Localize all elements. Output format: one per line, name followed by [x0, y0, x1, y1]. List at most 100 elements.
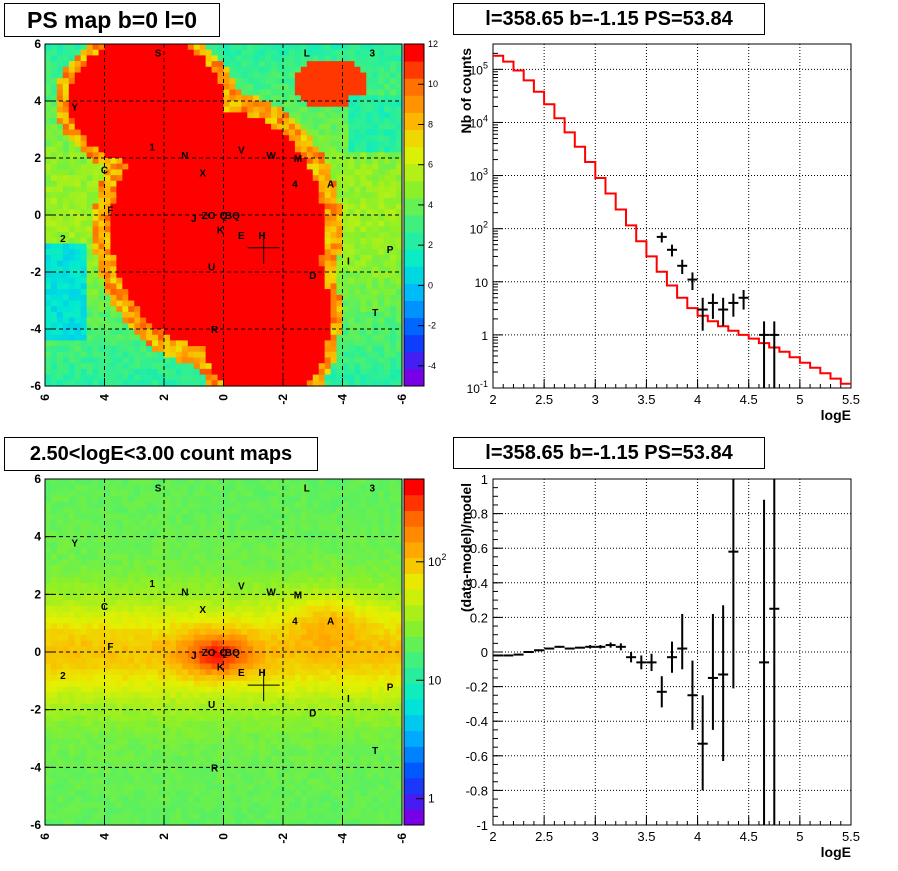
heatmap-cell: [378, 146, 385, 153]
heatmap-cell: [193, 306, 201, 313]
heatmap-cell: [187, 203, 195, 210]
heatmap-cell: [62, 55, 70, 62]
heatmap-cell: [86, 675, 94, 682]
heatmap-cell: [68, 582, 76, 590]
heatmap-cell: [324, 317, 332, 324]
heatmap-cell: [384, 78, 391, 85]
heatmap-cell: [175, 600, 183, 607]
heatmap-cell: [92, 813, 100, 820]
heatmap-cell: [348, 66, 355, 74]
heatmap-cell: [288, 44, 296, 51]
heatmap-cell: [164, 496, 171, 503]
heatmap-cell: [324, 311, 332, 319]
heatmap-cell: [104, 186, 112, 193]
heatmap-cell: [164, 548, 171, 555]
heatmap-cell: [146, 243, 153, 250]
heatmap-cell: [342, 89, 350, 96]
heatmap-cell: [169, 484, 177, 492]
heatmap-cell: [122, 767, 129, 774]
heatmap-cell: [223, 368, 231, 376]
heatmap-cell: [211, 118, 219, 125]
heatmap-cell: [396, 44, 403, 51]
heatmap-cell: [68, 89, 76, 96]
heatmap-cell: [217, 72, 225, 79]
heatmap-cell: [158, 767, 165, 774]
heatmap-cell: [396, 180, 403, 188]
heatmap-cell: [312, 186, 320, 193]
heatmap-cell: [50, 123, 58, 131]
heatmap-cell: [354, 374, 361, 381]
heatmap-cell: [348, 106, 355, 113]
heatmap-cell: [193, 197, 201, 205]
heatmap-cell: [312, 146, 320, 153]
heatmap-cell: [158, 652, 165, 659]
heatmap-cell: [56, 784, 64, 791]
heatmap-cell: [205, 323, 213, 330]
heatmap-cell: [68, 44, 76, 51]
heatmap-cell: [158, 192, 165, 199]
heatmap-cell: [223, 192, 231, 199]
heatmap-cell: [45, 209, 52, 216]
heatmap-cell: [110, 180, 117, 188]
heatmap-cell: [300, 112, 308, 119]
y-tick-label: 4: [34, 94, 41, 108]
heatmap-cell: [128, 698, 135, 705]
heatmap-cell: [86, 784, 94, 791]
heatmap-cell: [98, 617, 106, 624]
heatmap-cell: [312, 112, 320, 119]
heatmap-cell: [372, 55, 379, 62]
heatmap-cell: [354, 215, 361, 222]
heatmap-cell: [110, 129, 117, 136]
heatmap-cell: [324, 266, 332, 273]
heatmap-cell: [140, 698, 147, 705]
heatmap-cell: [366, 317, 373, 324]
heatmap-cell: [50, 553, 58, 561]
heatmap-cell: [169, 732, 177, 740]
heatmap-cell: [68, 726, 76, 734]
heatmap-cell: [247, 357, 254, 364]
heatmap-cell: [62, 542, 70, 549]
heatmap-cell: [68, 254, 76, 262]
heatmap-cell: [116, 559, 123, 567]
heatmap-cell: [164, 340, 171, 347]
heatmap-cell: [45, 277, 52, 284]
heatmap-cell: [360, 351, 367, 359]
heatmap-cell: [241, 277, 248, 284]
heatmap-cell: [56, 351, 64, 359]
heatmap-cell: [348, 175, 355, 182]
heatmap-cell: [312, 118, 320, 125]
heatmap-cell: [390, 294, 397, 302]
heatmap-cell: [175, 565, 183, 572]
heatmap-cell: [80, 600, 88, 607]
heatmap-cell: [259, 106, 266, 113]
heatmap-cell: [366, 89, 373, 96]
heatmap-cell: [128, 192, 135, 199]
heatmap-cell: [211, 135, 219, 142]
heatmap-cell: [164, 357, 171, 364]
heatmap-cell: [74, 44, 82, 51]
heatmap-cell: [86, 525, 94, 532]
heatmap-cell: [169, 277, 177, 284]
heatmap-cell: [384, 101, 391, 108]
heatmap-cell: [152, 536, 159, 544]
heatmap-cell: [146, 95, 153, 102]
heatmap-cell: [223, 95, 231, 102]
heatmap-cell: [98, 513, 106, 520]
heatmap-cell: [294, 175, 302, 182]
heatmap-cell: [229, 123, 236, 131]
heatmap-cell: [62, 628, 70, 636]
heatmap-cell: [86, 163, 94, 170]
heatmap-cell: [354, 55, 361, 62]
heatmap-cell: [104, 175, 112, 182]
heatmap-cell: [122, 66, 129, 74]
heatmap-cell: [181, 226, 189, 233]
heatmap-cell: [86, 657, 94, 665]
heatmap-cell: [336, 140, 344, 148]
heatmap-cell: [98, 140, 106, 148]
heatmap-cell: [128, 357, 135, 364]
heatmap-cell: [336, 129, 344, 136]
heatmap-cell: [146, 577, 153, 584]
heatmap-cell: [342, 329, 350, 336]
heatmap-cell: [229, 237, 236, 245]
heatmap-cell: [253, 215, 260, 222]
